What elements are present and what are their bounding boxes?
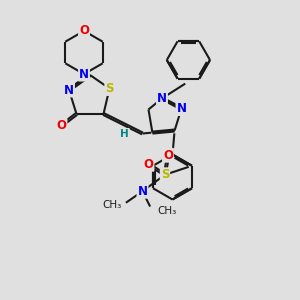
Text: CH₃: CH₃ (157, 206, 176, 216)
Text: N: N (157, 92, 167, 105)
Text: O: O (163, 149, 173, 162)
Text: CH₃: CH₃ (102, 200, 122, 210)
Text: N: N (79, 68, 89, 81)
Text: N: N (176, 102, 187, 115)
Text: N: N (137, 185, 148, 198)
Text: O: O (56, 119, 67, 132)
Text: S: S (161, 168, 169, 181)
Text: O: O (79, 24, 89, 38)
Text: S: S (105, 82, 114, 95)
Text: H: H (120, 129, 129, 139)
Text: N: N (64, 83, 74, 97)
Text: O: O (143, 158, 154, 171)
